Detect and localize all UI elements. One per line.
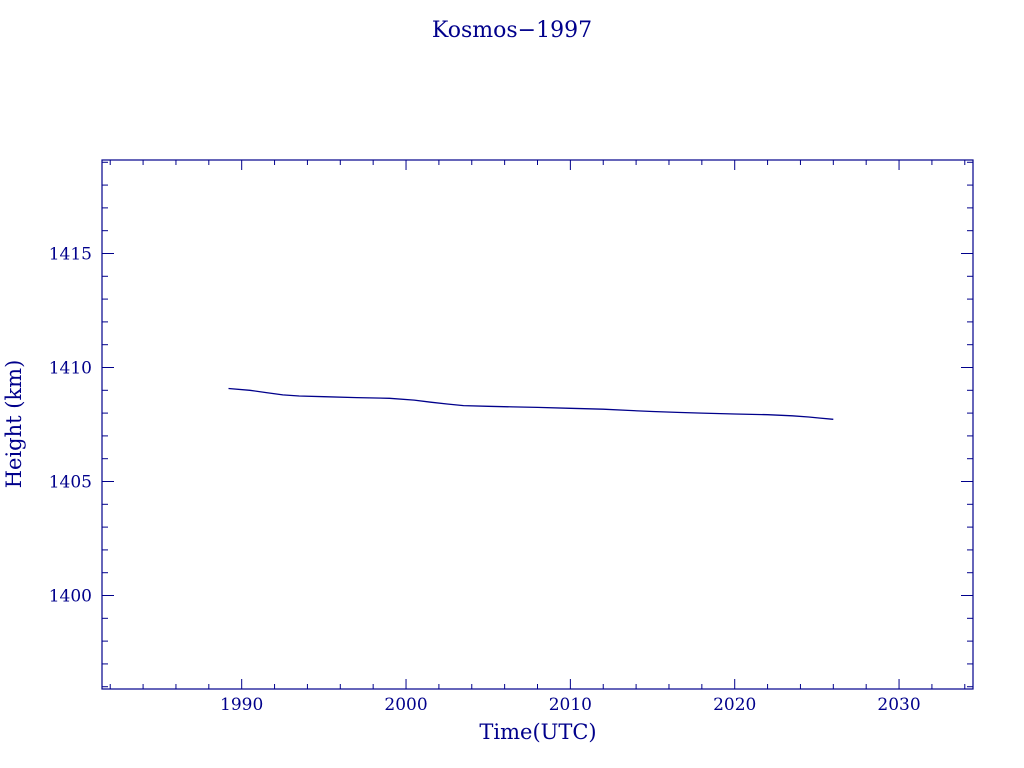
y-tick-label: 1415 xyxy=(49,244,92,264)
x-tick-label: 2020 xyxy=(713,695,756,715)
y-tick-labels: 1400 1405 1410 1415 xyxy=(49,244,92,606)
x-tick-label: 2000 xyxy=(384,695,427,715)
y-axis-label: Height (km) xyxy=(2,360,26,489)
axis-ticks xyxy=(102,160,973,689)
plot-frame xyxy=(101,159,974,690)
x-axis-label: Time(UTC) xyxy=(479,720,596,744)
x-tick-label: 1990 xyxy=(220,695,263,715)
x-tick-label: 2030 xyxy=(877,695,920,715)
x-tick-labels: 1990 2000 2010 2020 2030 xyxy=(220,695,921,715)
y-tick-label: 1405 xyxy=(49,473,92,493)
y-tick-label: 1410 xyxy=(49,358,92,378)
x-tick-label: 2010 xyxy=(549,695,592,715)
series-line xyxy=(228,387,834,420)
y-tick-label: 1400 xyxy=(49,587,92,607)
chart-title: Kosmos−1997 xyxy=(432,18,592,43)
